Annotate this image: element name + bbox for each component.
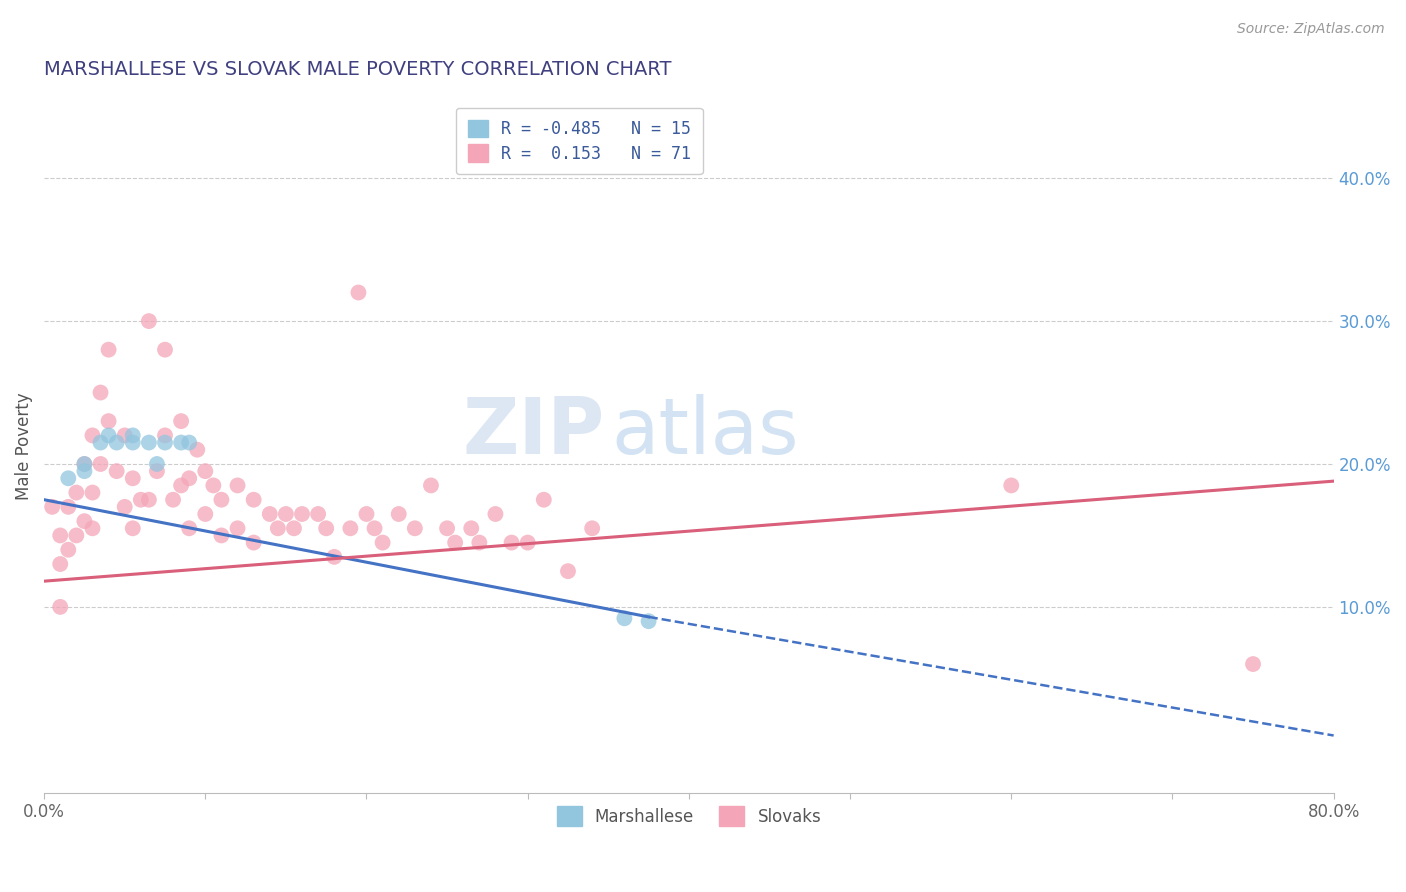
Point — [179, 435, 201, 450]
Point — [291, 507, 314, 521]
Point — [170, 478, 193, 492]
Point — [194, 464, 217, 478]
Y-axis label: Male Poverty: Male Poverty — [15, 392, 32, 500]
Point — [146, 457, 169, 471]
Point — [468, 535, 491, 549]
Point — [162, 492, 184, 507]
Point — [315, 521, 337, 535]
Point — [267, 521, 290, 535]
Point — [179, 521, 201, 535]
Point — [89, 457, 111, 471]
Point — [1000, 478, 1022, 492]
Point — [613, 611, 636, 625]
Point — [444, 535, 467, 549]
Text: atlas: atlas — [612, 394, 799, 470]
Legend: Marshallese, Slovaks: Marshallese, Slovaks — [550, 799, 828, 833]
Point — [242, 492, 264, 507]
Point — [637, 614, 659, 628]
Point — [121, 471, 143, 485]
Point — [533, 492, 555, 507]
Point — [58, 500, 80, 514]
Point — [259, 507, 281, 521]
Point — [460, 521, 482, 535]
Point — [283, 521, 305, 535]
Point — [170, 435, 193, 450]
Point — [73, 464, 96, 478]
Point — [121, 428, 143, 442]
Point — [226, 521, 249, 535]
Point — [138, 435, 160, 450]
Point — [97, 414, 120, 428]
Point — [484, 507, 506, 521]
Point — [420, 478, 443, 492]
Point — [179, 471, 201, 485]
Point — [209, 492, 232, 507]
Point — [58, 471, 80, 485]
Point — [121, 521, 143, 535]
Point — [242, 535, 264, 549]
Point — [89, 385, 111, 400]
Point — [58, 542, 80, 557]
Point — [49, 557, 72, 571]
Point — [82, 521, 104, 535]
Point — [186, 442, 208, 457]
Text: ZIP: ZIP — [463, 394, 605, 470]
Point — [274, 507, 297, 521]
Point — [82, 485, 104, 500]
Text: Source: ZipAtlas.com: Source: ZipAtlas.com — [1237, 22, 1385, 37]
Point — [209, 528, 232, 542]
Point — [363, 521, 385, 535]
Point — [501, 535, 523, 549]
Point — [307, 507, 329, 521]
Point — [194, 507, 217, 521]
Point — [121, 435, 143, 450]
Point — [356, 507, 378, 521]
Point — [138, 492, 160, 507]
Point — [41, 500, 63, 514]
Point — [105, 435, 128, 450]
Point — [153, 343, 176, 357]
Point — [153, 435, 176, 450]
Point — [371, 535, 394, 549]
Point — [557, 564, 579, 578]
Point — [436, 521, 458, 535]
Point — [49, 528, 72, 542]
Text: MARSHALLESE VS SLOVAK MALE POVERTY CORRELATION CHART: MARSHALLESE VS SLOVAK MALE POVERTY CORRE… — [44, 60, 672, 78]
Point — [170, 414, 193, 428]
Point — [347, 285, 370, 300]
Point — [114, 500, 136, 514]
Point — [65, 485, 87, 500]
Point — [146, 464, 169, 478]
Point — [202, 478, 225, 492]
Point — [339, 521, 361, 535]
Point — [388, 507, 411, 521]
Point — [129, 492, 152, 507]
Point — [226, 478, 249, 492]
Point — [73, 457, 96, 471]
Point — [89, 435, 111, 450]
Point — [153, 428, 176, 442]
Point — [49, 599, 72, 614]
Point — [581, 521, 603, 535]
Point — [97, 428, 120, 442]
Point — [1241, 657, 1264, 671]
Point — [65, 528, 87, 542]
Point — [404, 521, 426, 535]
Point — [323, 549, 346, 564]
Point — [138, 314, 160, 328]
Point — [516, 535, 538, 549]
Point — [82, 428, 104, 442]
Point — [73, 514, 96, 528]
Point — [114, 428, 136, 442]
Point — [105, 464, 128, 478]
Point — [73, 457, 96, 471]
Point — [97, 343, 120, 357]
